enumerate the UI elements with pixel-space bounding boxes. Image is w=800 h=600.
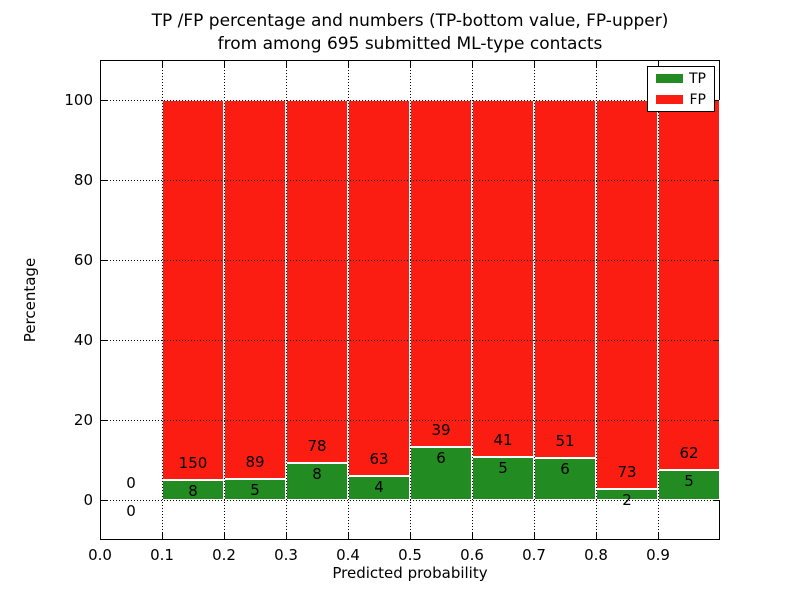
bar-label-fp-0.9: 62	[679, 444, 699, 463]
y-tick-label-0: 0	[83, 491, 93, 509]
y-tick-label-20: 20	[73, 411, 93, 429]
y-tick-label-40: 40	[73, 331, 93, 349]
y-tick-right-60	[713, 260, 719, 261]
gridline-x-0.2	[224, 61, 225, 539]
x-tick-bottom-0.1	[162, 533, 163, 539]
x-tick-top-0.4	[348, 61, 349, 67]
y-tick-left-0	[101, 500, 107, 501]
bar-label-fp-0.0: 0	[126, 474, 136, 492]
bar-fp-0.6	[472, 100, 534, 457]
x-tick-bottom-0.9	[658, 533, 659, 539]
y-tick-right-20	[713, 420, 719, 421]
bar-label-fp-0.5: 39	[431, 420, 451, 439]
y-tick-label-100: 100	[64, 91, 93, 109]
x-tick-label-0.0: 0.0	[88, 546, 112, 564]
gridline-x-0.8	[596, 61, 597, 539]
y-tick-left-100	[101, 100, 107, 101]
x-tick-label-0.5: 0.5	[398, 546, 422, 564]
x-tick-label-0.8: 0.8	[584, 546, 608, 564]
y-tick-right-80	[713, 180, 719, 181]
bar-label-tp-0.7: 6	[560, 459, 570, 478]
x-tick-top-0.6	[472, 61, 473, 67]
gridline-x-0.4	[348, 61, 349, 539]
bar-fp-0.9	[658, 100, 720, 471]
bar-label-fp-0.3: 78	[307, 436, 327, 455]
bar-label-fp-0.4: 63	[369, 450, 389, 469]
gridline-x-0.6	[472, 61, 473, 539]
bar-label-fp-0.1: 150	[178, 453, 208, 472]
bar-label-fp-0.7: 51	[555, 431, 575, 450]
legend: TP FP	[647, 66, 715, 112]
x-tick-bottom-0.7	[534, 533, 535, 539]
x-tick-top-0.0	[100, 61, 101, 67]
bar-label-fp-0.6: 41	[493, 430, 513, 449]
legend-swatch-fp	[656, 95, 683, 104]
bar-label-tp-0.2: 5	[250, 480, 260, 499]
x-tick-top-0.9	[658, 61, 659, 67]
x-tick-bottom-0.8	[596, 533, 597, 539]
chart-title-line1: TP /FP percentage and numbers (TP-bottom…	[151, 11, 669, 31]
x-tick-top-0.3	[286, 61, 287, 67]
y-tick-right-100	[713, 100, 719, 101]
x-tick-label-0.3: 0.3	[274, 546, 298, 564]
gridline-x-0.5	[410, 61, 411, 539]
x-tick-bottom-0.2	[224, 533, 225, 539]
bar-fp-0.5	[410, 100, 472, 447]
bar-tp-0.3	[286, 462, 348, 500]
x-tick-bottom-0.3	[286, 533, 287, 539]
bar-fp-0.7	[534, 100, 596, 458]
bar-label-tp-0.6: 5	[498, 458, 508, 477]
gridline-x-0.1	[162, 61, 163, 539]
legend-label-fp: FP	[689, 91, 707, 108]
x-tick-label-0.6: 0.6	[460, 546, 484, 564]
x-tick-top-0.1	[162, 61, 163, 67]
bar-label-tp-0.5: 6	[436, 448, 446, 467]
x-axis-label: Predicted probability	[332, 564, 488, 582]
bar-label-fp-0.2: 89	[245, 452, 265, 471]
y-tick-left-80	[101, 180, 107, 181]
legend-label-tp: TP	[689, 70, 706, 87]
bar-fp-0.8	[596, 100, 658, 490]
bar-label-tp-0.4: 4	[374, 478, 384, 497]
x-tick-top-0.8	[596, 61, 597, 67]
legend-entry-tp: TP	[656, 72, 706, 86]
bar-label-tp-0.3: 8	[312, 464, 322, 483]
y-tick-label-80: 80	[73, 171, 93, 189]
gridline-x-0.9	[658, 61, 659, 539]
gridline-x-0.7	[534, 61, 535, 539]
x-tick-top-0.5	[410, 61, 411, 67]
chart-title-line2: from among 695 submitted ML-type contact…	[217, 34, 603, 54]
bar-label-tp-0.9: 5	[684, 472, 694, 491]
legend-entry-fp: FP	[656, 93, 706, 107]
bar-fp-0.2	[224, 100, 286, 479]
legend-swatch-tp	[656, 74, 683, 83]
x-tick-bottom-0.5	[410, 533, 411, 539]
y-tick-left-20	[101, 420, 107, 421]
x-tick-label-0.4: 0.4	[336, 546, 360, 564]
y-tick-left-40	[101, 340, 107, 341]
x-tick-top-0.7	[534, 61, 535, 67]
x-tick-bottom-0.4	[348, 533, 349, 539]
bar-label-tp-0.1: 8	[188, 481, 198, 500]
bar-label-tp-0.0: 0	[126, 502, 136, 520]
x-tick-top-0.2	[224, 61, 225, 67]
x-tick-label-0.7: 0.7	[522, 546, 546, 564]
y-axis-label: Percentage	[21, 257, 39, 343]
x-tick-label-0.9: 0.9	[646, 546, 670, 564]
x-tick-label-0.1: 0.1	[150, 546, 174, 564]
bar-label-tp-0.8: 2	[622, 491, 632, 510]
x-tick-label-0.2: 0.2	[212, 546, 236, 564]
y-tick-left-60	[101, 260, 107, 261]
bar-fp-0.1	[162, 100, 224, 480]
y-tick-right-40	[713, 340, 719, 341]
y-tick-label-60: 60	[73, 251, 93, 269]
x-tick-bottom-0.0	[100, 533, 101, 539]
x-tick-bottom-0.6	[472, 533, 473, 539]
bar-fp-0.3	[286, 100, 348, 463]
gridline-x-0.3	[286, 61, 287, 539]
bar-label-fp-0.8: 73	[617, 463, 637, 482]
y-tick-right-0	[713, 500, 719, 501]
